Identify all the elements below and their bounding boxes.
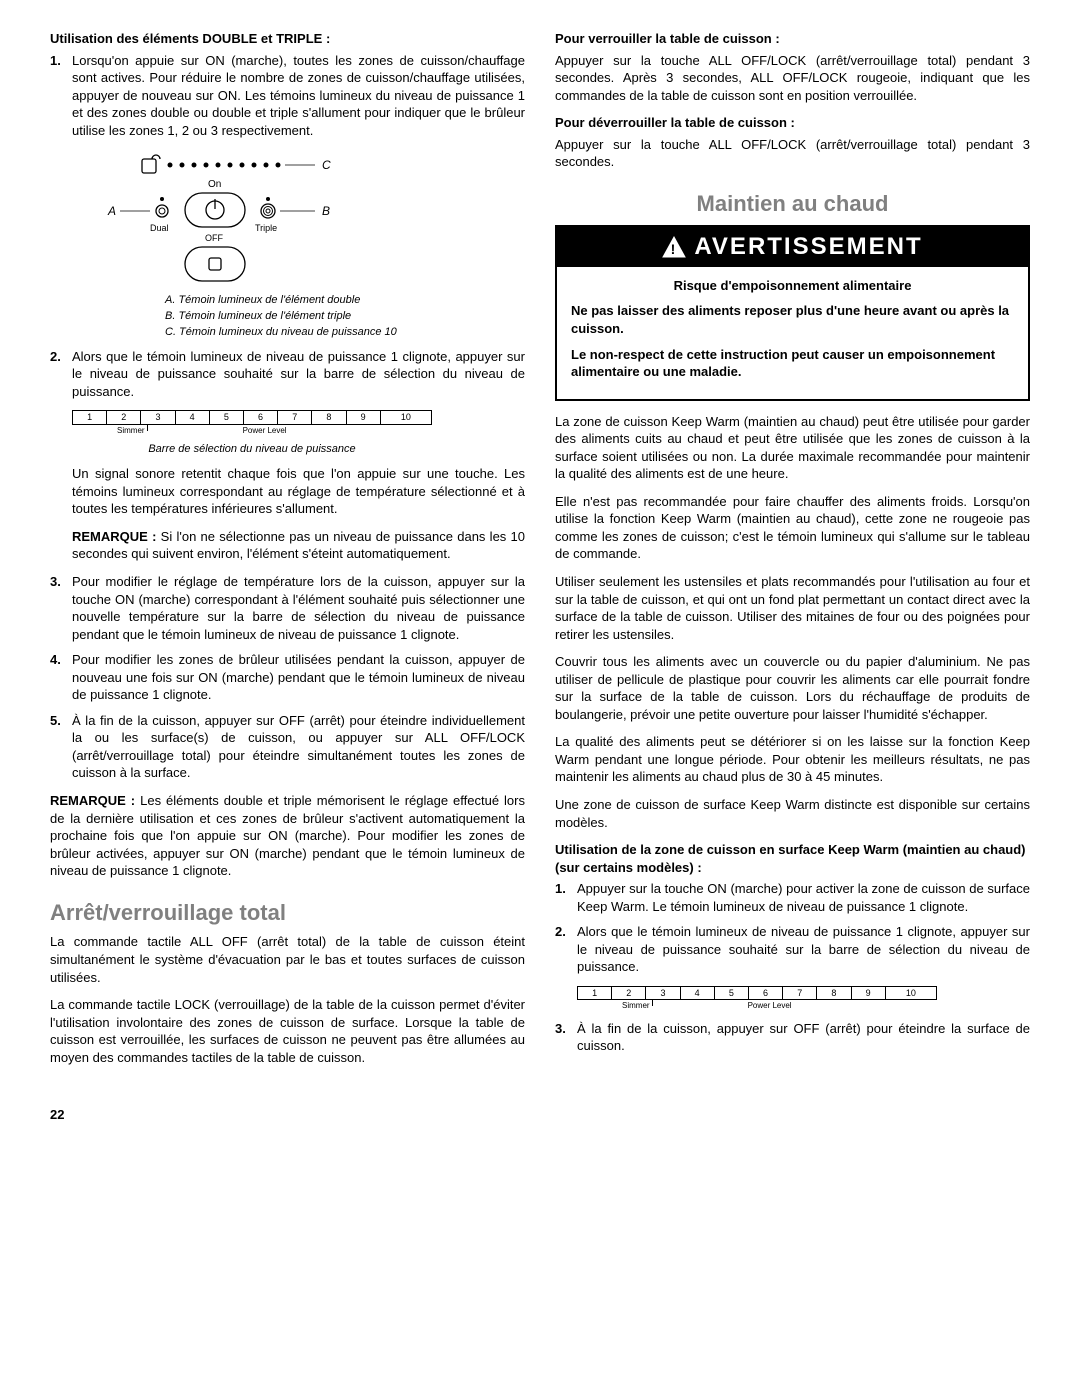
right-p2: Appuyer sur la touche ALL OFF/LOCK (arrê… — [555, 136, 1030, 171]
svg-text:!: ! — [671, 241, 678, 257]
left-li-2: 2.Alors que le témoin lumineux de niveau… — [50, 348, 525, 401]
right-p1: Appuyer sur la touche ALL OFF/LOCK (arrê… — [555, 52, 1030, 105]
left-li-4: 4.Pour modifier les zones de brûleur uti… — [50, 651, 525, 704]
warning-icon: ! — [662, 236, 686, 258]
left-p5: La commande tactile LOCK (verrouillage) … — [50, 996, 525, 1066]
right-p7: La qualité des aliments peut se détérior… — [555, 733, 1030, 786]
warning-line-2: Le non-respect de cette instruction peut… — [571, 346, 1014, 381]
control-diagram: C On A Dual OFF — [100, 149, 525, 340]
left-heading-1: Utilisation des éléments DOUBLE et TRIPL… — [50, 30, 525, 48]
left-note2: REMARQUE : Les éléments double et triple… — [50, 792, 525, 880]
left-p4: La commande tactile ALL OFF (arrêt total… — [50, 933, 525, 986]
right-big-heading: Maintien au chaud — [555, 189, 1030, 219]
right-h2: Pour déverrouiller la table de cuisson : — [555, 114, 1030, 132]
left-p3: Un signal sonore retentit chaque fois qu… — [50, 465, 525, 518]
svg-text:A: A — [107, 204, 116, 218]
left-li-1: 1.Lorsqu'on appuie sur ON (marche), tout… — [50, 52, 525, 140]
left-big-heading: Arrêt/verrouillage total — [50, 898, 525, 928]
svg-text:On: On — [208, 179, 221, 190]
svg-text:OFF: OFF — [205, 233, 223, 243]
right-p4: Elle n'est pas recommandée pour faire ch… — [555, 493, 1030, 563]
right-h4: Utilisation de la zone de cuisson en sur… — [555, 841, 1030, 876]
right-p3: La zone de cuisson Keep Warm (maintien a… — [555, 413, 1030, 483]
diagram-caption-b: B. Témoin lumineux de l'élément triple — [165, 309, 525, 324]
right-li-2: 2.Alors que le témoin lumineux de niveau… — [555, 923, 1030, 976]
power-bar-diagram-right: 12345678910 Simmer Power Level — [577, 986, 1030, 1012]
power-bar-diagram-left: 12345678910 Simmer Power Level Barre de … — [72, 410, 525, 457]
diagram-caption-c: C. Témoin lumineux du niveau de puissanc… — [165, 325, 525, 340]
diagram-caption-a: A. Témoin lumineux de l'élément double — [165, 293, 525, 308]
svg-text:B: B — [322, 204, 330, 218]
warning-box: ! AVERTISSEMENT Risque d'empoisonnement … — [555, 225, 1030, 401]
page-number: 22 — [50, 1106, 1030, 1124]
left-note1: REMARQUE : Si l'on ne sélectionne pas un… — [50, 528, 525, 563]
right-li-1: 1.Appuyer sur la touche ON (marche) pour… — [555, 880, 1030, 915]
right-li-3: 3.À la fin de la cuisson, appuyer sur OF… — [555, 1020, 1030, 1055]
svg-text:C: C — [322, 158, 331, 172]
right-p5: Utiliser seulement les ustensiles et pla… — [555, 573, 1030, 643]
right-h1: Pour verrouiller la table de cuisson : — [555, 30, 1030, 48]
left-li-3: 3.Pour modifier le réglage de températur… — [50, 573, 525, 643]
svg-text:Dual: Dual — [150, 223, 169, 233]
warning-title: Risque d'empoisonnement alimentaire — [571, 277, 1014, 295]
left-li-5: 5.À la fin de la cuisson, appuyer sur OF… — [50, 712, 525, 782]
warning-line-1: Ne pas laisser des aliments reposer plus… — [571, 302, 1014, 337]
svg-text:Triple: Triple — [255, 223, 277, 233]
right-p8: Une zone de cuisson de surface Keep Warm… — [555, 796, 1030, 831]
right-p6: Couvrir tous les aliments avec un couver… — [555, 653, 1030, 723]
